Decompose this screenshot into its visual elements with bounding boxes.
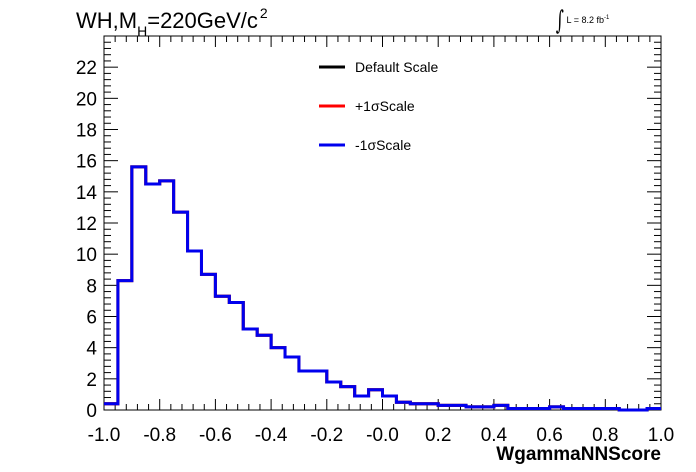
x-tick-label: 0.2 xyxy=(425,425,451,446)
x-tick-label: -0.4 xyxy=(255,425,288,446)
y-tick-label: 8 xyxy=(86,276,97,297)
x-tick-label: -0.8 xyxy=(143,425,176,446)
y-tick-label: 10 xyxy=(76,245,97,266)
title-superscript: 2 xyxy=(259,5,268,21)
x-axis: -1.0 -0.8 -0.6 -0.4 -0.2 -0.0 0.2 0.4 0.6 0.8 1.0 xyxy=(88,36,674,446)
luminosity-label: ∫ L = 8.2 fb-1 xyxy=(553,6,610,36)
y-tick-label: 14 xyxy=(76,183,98,204)
y-tick-label: 4 xyxy=(86,339,97,360)
y-axis: 0 2 4 6 8 10 12 14 16 18 20 22 xyxy=(76,35,661,422)
x-tick-label: 0.8 xyxy=(592,425,618,446)
x-tick-label: 1.0 xyxy=(648,425,674,446)
x-tick-label: -0.6 xyxy=(199,425,232,446)
plot-title: WH,MH=220GeV/c 2 xyxy=(76,5,268,39)
legend-label: +1σScale xyxy=(355,98,415,114)
x-tick-label: -0.0 xyxy=(366,425,399,446)
integral-symbol: ∫ xyxy=(555,6,564,36)
luminosity-text: L = 8.2 fb xyxy=(566,15,604,25)
x-tick-label: -0.2 xyxy=(310,425,343,446)
series-line-2 xyxy=(104,165,661,412)
title-main: WH,M xyxy=(76,8,138,33)
title-rest: =220GeV/c xyxy=(147,8,258,33)
x-tick-label: 0.4 xyxy=(481,425,508,446)
x-tick-label: 0.6 xyxy=(536,425,562,446)
y-tick-label: 6 xyxy=(86,308,97,329)
legend: Default Scale +1σScale -1σScale xyxy=(319,59,438,153)
y-tick-label: 22 xyxy=(76,58,97,79)
y-tick-label: 20 xyxy=(76,89,97,110)
series-line-0 xyxy=(104,165,661,412)
x-tick-label: -1.0 xyxy=(88,425,121,446)
x-axis-label: WgammaNNScore xyxy=(496,444,661,465)
y-tick-label: 18 xyxy=(76,121,97,142)
series-line-1 xyxy=(104,165,661,412)
luminosity-superscript: -1 xyxy=(604,15,610,21)
title-subscript: H xyxy=(137,23,148,39)
y-tick-label: 0 xyxy=(86,401,97,422)
y-tick-label: 2 xyxy=(86,370,97,391)
legend-label: Default Scale xyxy=(355,59,438,75)
legend-label: -1σScale xyxy=(355,137,411,153)
y-tick-label: 16 xyxy=(76,152,97,173)
y-tick-label: 12 xyxy=(76,214,97,235)
series-layer xyxy=(104,165,661,412)
